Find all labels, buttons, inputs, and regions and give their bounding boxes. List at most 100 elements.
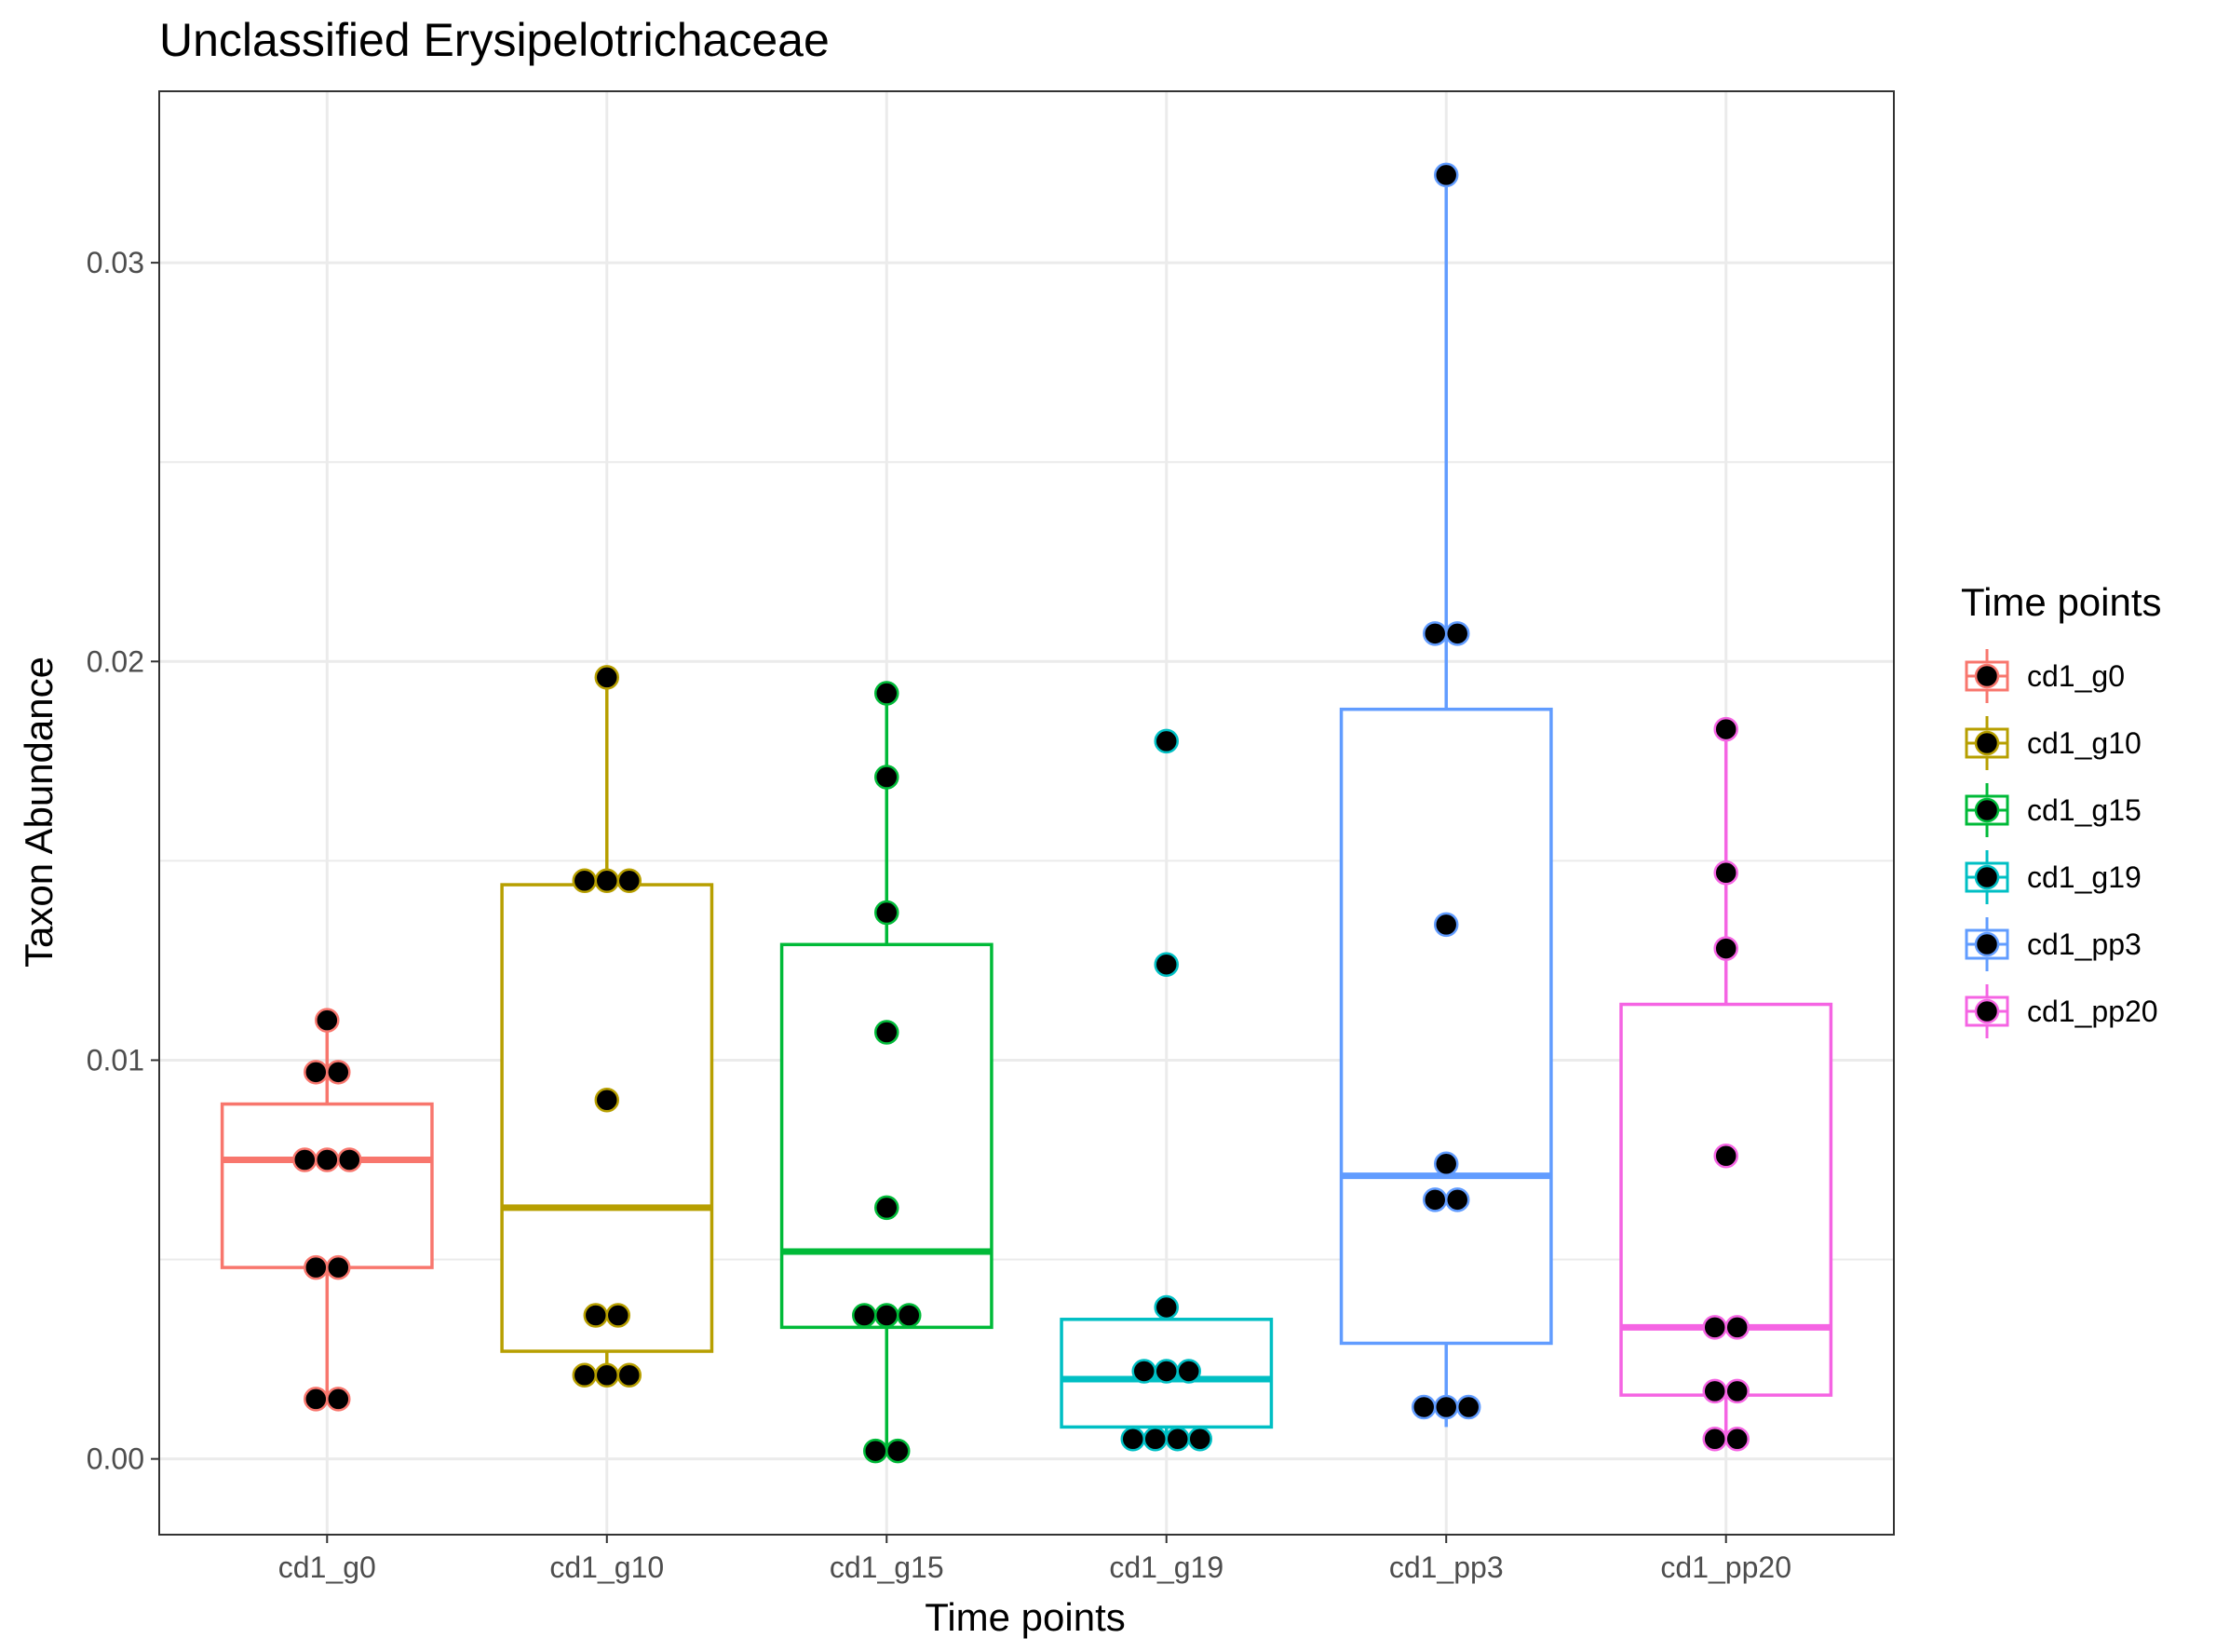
x-axis-title: Time points: [925, 1595, 1126, 1639]
data-point: [1713, 936, 1738, 961]
data-point: [1154, 1294, 1179, 1320]
data-point: [874, 1303, 899, 1328]
data-point: [326, 1387, 351, 1412]
legend-item-cd1_g0: cd1_g0: [1964, 649, 2125, 703]
data-point: [1154, 1359, 1179, 1384]
legend-key-point: [1974, 864, 2000, 890]
data-point: [1131, 1359, 1156, 1384]
y-tick-label: 0.02: [87, 644, 144, 678]
data-point: [326, 1060, 351, 1085]
data-point: [863, 1438, 888, 1464]
legend-item-cd1_g15: cd1_g15: [1964, 783, 2142, 837]
box-body: [1339, 707, 1553, 1346]
data-point: [304, 1060, 329, 1085]
legend-item-cd1_g19: cd1_g19: [1964, 850, 2142, 904]
data-point: [1187, 1426, 1212, 1452]
x-tick-label: cd1_g15: [830, 1550, 944, 1584]
y-tick-label: 0.03: [87, 246, 144, 279]
data-point: [1165, 1426, 1190, 1452]
box-body: [779, 942, 993, 1330]
data-point: [1433, 1151, 1459, 1177]
data-point: [1433, 912, 1459, 938]
legend-key-point: [1974, 797, 2000, 823]
data-point: [605, 1303, 631, 1328]
legend-key-point: [1974, 998, 2000, 1024]
data-point: [1444, 621, 1470, 646]
chart-title: Unclassified Erysipelotrichaceae: [159, 14, 830, 66]
data-point: [1142, 1426, 1168, 1452]
data-point: [1724, 1426, 1750, 1452]
legend-key-point: [1974, 931, 2000, 957]
x-tick-label: cd1_pp3: [1389, 1550, 1504, 1584]
legend-key-point: [1974, 730, 2000, 756]
data-point: [1433, 1394, 1459, 1420]
x-axis: cd1_g0 cd1_g10 cd1_g15 cd1_g19 cd1_pp3 cd1_pp…: [278, 1535, 1791, 1584]
y-tick-label: 0.00: [87, 1442, 144, 1476]
data-point: [1411, 1394, 1437, 1420]
y-axis-title: Taxon Abundance: [17, 657, 61, 968]
box-cd1_g10: [500, 677, 714, 1375]
box-cd1_g15: [779, 693, 993, 1452]
x-tick-label: cd1_g19: [1109, 1550, 1223, 1584]
y-tick-label: 0.01: [87, 1043, 144, 1077]
data-point: [292, 1147, 318, 1172]
data-point: [1724, 1315, 1750, 1340]
data-point: [1422, 1187, 1448, 1212]
box-cd1_pp3: [1339, 174, 1553, 1428]
data-point: [1702, 1378, 1727, 1404]
data-point: [1444, 1187, 1470, 1212]
data-point: [897, 1303, 922, 1328]
legend-label: cd1_g10: [2027, 726, 2142, 760]
box-body: [1619, 1002, 1833, 1397]
data-point: [1455, 1394, 1481, 1420]
y-axis: 0.00 0.01 0.02 0.03: [87, 246, 159, 1476]
data-point: [852, 1303, 877, 1328]
box-body: [220, 1102, 434, 1269]
legend-label: cd1_g19: [2027, 860, 2142, 894]
data-point: [885, 1438, 911, 1464]
data-point: [1702, 1315, 1727, 1340]
data-point: [874, 1020, 899, 1045]
data-point: [1702, 1426, 1727, 1452]
box-cd1_g0: [220, 1020, 434, 1400]
data-point: [337, 1147, 362, 1172]
point-layer: [292, 162, 1750, 1464]
data-point: [874, 765, 899, 790]
data-point: [616, 1362, 642, 1388]
box-layer: [220, 174, 1833, 1452]
legend-label: cd1_pp3: [2027, 928, 2142, 961]
legend-label: cd1_g15: [2027, 793, 2142, 827]
data-point: [1724, 1378, 1750, 1404]
data-point: [583, 1303, 609, 1328]
legend-label: cd1_pp20: [2027, 995, 2158, 1028]
data-point: [315, 1008, 340, 1033]
data-point: [1176, 1359, 1201, 1384]
legend-label: cd1_g0: [2027, 659, 2125, 693]
data-point: [1433, 162, 1459, 188]
plot-panel: [159, 91, 1894, 1535]
data-point: [572, 868, 598, 894]
data-point: [1713, 1143, 1738, 1169]
legend-item-cd1_pp20: cd1_pp20: [1964, 984, 2158, 1038]
data-point: [1713, 716, 1738, 742]
legend-title: Time points: [1961, 580, 2162, 624]
data-point: [1422, 621, 1448, 646]
data-point: [1120, 1426, 1145, 1452]
data-point: [594, 1088, 620, 1113]
legend-item-cd1_g10: cd1_g10: [1964, 716, 2142, 770]
x-tick-label: cd1_g0: [278, 1550, 376, 1584]
data-point: [304, 1387, 329, 1412]
minor-gridlines: [159, 461, 1894, 1261]
data-point: [616, 868, 642, 894]
box-body: [500, 883, 714, 1353]
data-point: [572, 1362, 598, 1388]
data-point: [594, 1362, 620, 1388]
legend: Time points cd1_g0 cd1_g10 cd1_g15 cd1_g19c…: [1961, 580, 2162, 1038]
data-point: [874, 1195, 899, 1221]
x-tick-label: cd1_pp20: [1660, 1550, 1791, 1584]
data-point: [326, 1254, 351, 1280]
data-point: [315, 1147, 340, 1172]
legend-item-cd1_pp3: cd1_pp3: [1964, 917, 2142, 971]
legend-key-point: [1974, 663, 2000, 689]
